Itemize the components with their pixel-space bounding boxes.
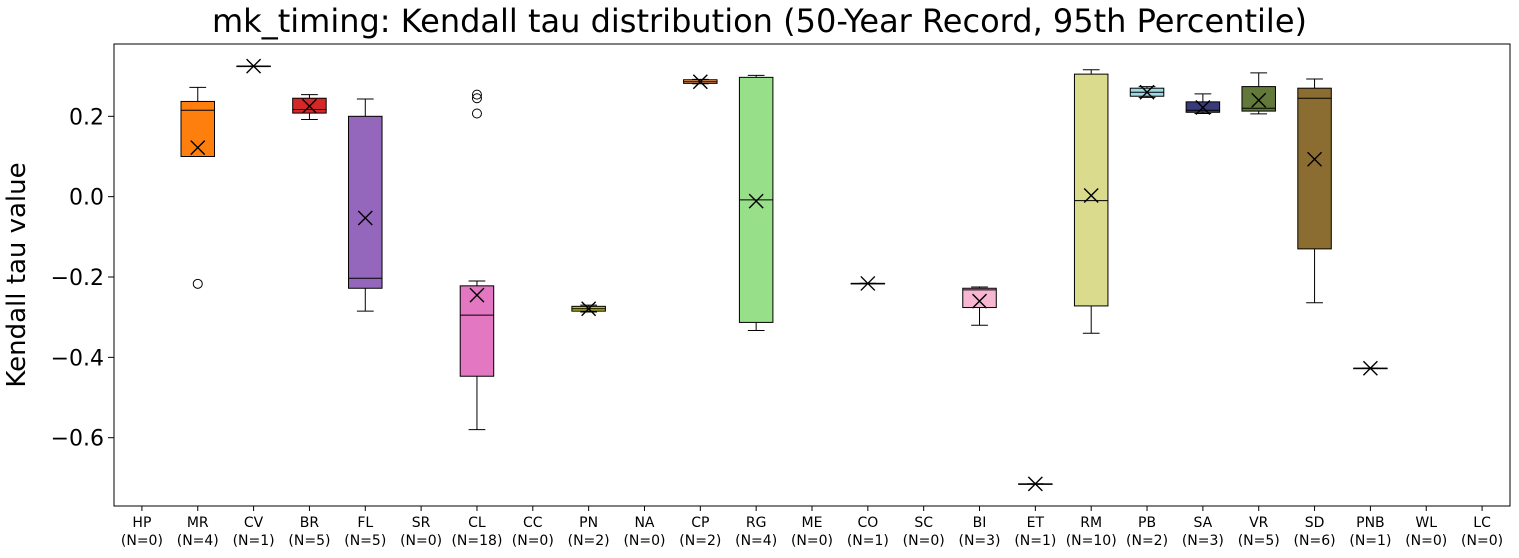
x-tick-count: (N=2) xyxy=(1126,533,1168,549)
x-tick-label: ET xyxy=(1027,515,1045,531)
x-tick-label: CC xyxy=(523,515,543,531)
x-tick-label: SR xyxy=(412,515,431,531)
x-tick-label: HP xyxy=(132,515,151,531)
x-tick-count: (N=1) xyxy=(1349,533,1391,549)
x-tick-count: (N=5) xyxy=(1238,533,1280,549)
x-tick-count: (N=0) xyxy=(1461,533,1503,549)
x-tick-count: (N=0) xyxy=(791,533,833,549)
x-tick-label: FL xyxy=(357,515,373,531)
mean-marker-cp xyxy=(692,74,708,90)
x-tick-count: (N=10) xyxy=(1066,533,1117,549)
x-tick-label: CP xyxy=(691,515,709,531)
box-cl xyxy=(459,285,495,377)
box-fl xyxy=(348,115,383,289)
x-tick-count: (N=18) xyxy=(451,533,502,549)
y-tick-label: 0.0 xyxy=(69,186,104,211)
y-tick-label: −0.2 xyxy=(51,266,104,291)
x-tick-label: PN xyxy=(579,515,598,531)
y-tick-label: −0.4 xyxy=(51,346,104,371)
x-tick-count: (N=0) xyxy=(512,533,554,549)
x-tick-count: (N=3) xyxy=(1182,533,1224,549)
x-tick-count: (N=0) xyxy=(623,533,665,549)
x-tick-label: VR xyxy=(1249,515,1269,531)
mean-marker-sa xyxy=(1195,99,1211,115)
mean-marker-co xyxy=(860,275,876,291)
x-tick-label: PNB xyxy=(1356,515,1385,531)
x-tick-label: SD xyxy=(1305,515,1325,531)
x-tick-label: CL xyxy=(468,515,486,531)
x-tick-count: (N=1) xyxy=(847,533,889,549)
x-tick-label: SA xyxy=(1194,515,1213,531)
y-tick-label: 0.2 xyxy=(69,105,104,130)
x-tick-label: WL xyxy=(1415,515,1437,531)
x-tick-count: (N=0) xyxy=(121,533,163,549)
mean-marker-br xyxy=(301,98,317,114)
mean-marker-bi xyxy=(972,293,988,309)
mean-marker-sd xyxy=(1307,151,1323,167)
box-bi xyxy=(962,287,997,309)
x-tick-label: BR xyxy=(300,515,320,531)
x-tick-count: (N=5) xyxy=(288,533,330,549)
x-tick-label: LC xyxy=(1473,515,1491,531)
x-tick-count: (N=1) xyxy=(233,533,275,549)
mean-marker-pn xyxy=(581,301,597,317)
mean-marker-mr xyxy=(190,140,206,156)
mean-marker-pnb xyxy=(1362,360,1378,376)
flier-cl xyxy=(471,89,482,100)
x-tick-label: MR xyxy=(187,515,209,531)
x-tick-label: RM xyxy=(1080,515,1102,531)
x-tick-count: (N=5) xyxy=(344,533,386,549)
box-sd xyxy=(1297,87,1332,250)
x-tick-count: (N=0) xyxy=(1405,533,1447,549)
mean-marker-vr xyxy=(1251,92,1267,108)
mean-marker-pb xyxy=(1139,84,1155,100)
x-tick-label: NA xyxy=(634,515,654,531)
x-tick-count: (N=6) xyxy=(1294,533,1336,549)
box-rm xyxy=(1073,73,1109,307)
mean-marker-et xyxy=(1027,476,1043,492)
x-tick-label: SC xyxy=(914,515,933,531)
x-tick-label: CV xyxy=(244,515,264,531)
x-tick-label: ME xyxy=(802,515,823,531)
mean-marker-cl xyxy=(469,287,485,303)
x-tick-count: (N=0) xyxy=(400,533,442,549)
flier-cl xyxy=(471,93,482,104)
x-tick-count: (N=2) xyxy=(679,533,721,549)
y-tick-label: −0.6 xyxy=(51,427,104,452)
x-tick-count: (N=3) xyxy=(958,533,1000,549)
flier-cl xyxy=(471,108,482,119)
mean-marker-rm xyxy=(1083,187,1099,203)
x-tick-count: (N=4) xyxy=(735,533,777,549)
x-tick-label: RG xyxy=(746,515,767,531)
chart-title: mk_timing: Kendall tau distribution (50-… xyxy=(212,2,1307,40)
box-vr xyxy=(1241,86,1276,112)
x-tick-count: (N=1) xyxy=(1014,533,1056,549)
x-tick-label: BI xyxy=(973,515,987,531)
x-tick-label: PB xyxy=(1138,515,1156,531)
flier-mr xyxy=(192,278,203,289)
x-tick-count: (N=4) xyxy=(177,533,219,549)
x-tick-label: CO xyxy=(857,515,878,531)
mean-marker-rg xyxy=(748,193,764,209)
x-tick-count: (N=2) xyxy=(568,533,610,549)
mean-marker-fl xyxy=(357,210,373,226)
x-tick-count: (N=0) xyxy=(903,533,945,549)
mean-marker-cv xyxy=(246,58,262,74)
